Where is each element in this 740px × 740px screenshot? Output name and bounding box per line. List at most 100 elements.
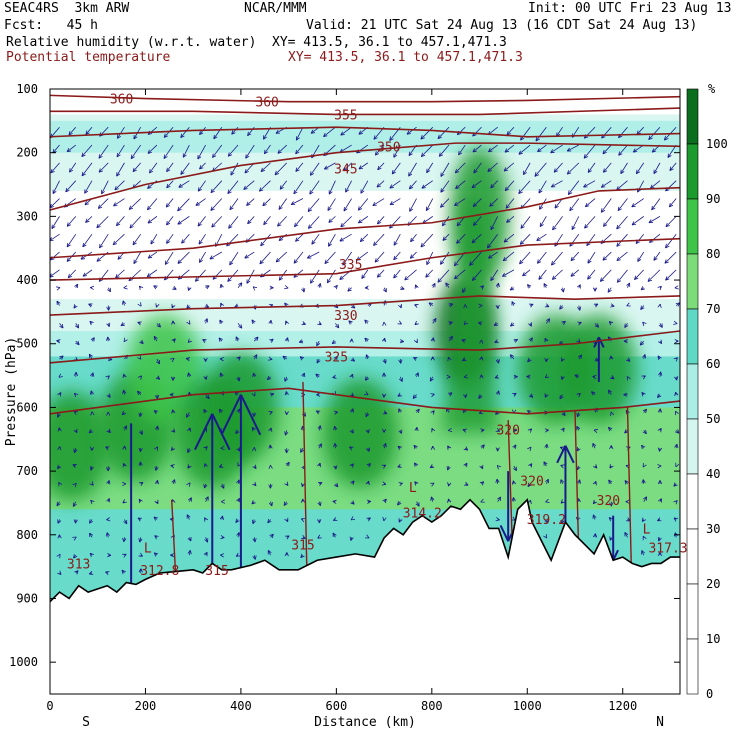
wind-vector-head <box>153 285 157 290</box>
wind-vector-head <box>600 183 604 188</box>
field2-xy: XY= 413.5, 36.1 to 457.1,471.3 <box>288 50 523 65</box>
wind-vector-head <box>317 283 321 287</box>
wind-vector <box>130 144 142 159</box>
wind-vector-head <box>570 275 575 277</box>
wind-vector-head <box>653 256 655 261</box>
wind-vector-head <box>252 520 256 525</box>
wind-vector-head <box>210 206 213 211</box>
wind-vector-head <box>122 445 126 450</box>
wind-vector-head <box>577 413 581 418</box>
wind-vector-head <box>199 165 202 170</box>
wind-vector-head <box>368 429 370 434</box>
wind-vector-head <box>81 171 84 176</box>
wind-vector-head <box>471 276 474 281</box>
wind-vector-head <box>90 411 93 416</box>
wind-vector-head <box>609 464 611 469</box>
wind-vector <box>360 180 369 194</box>
wind-vector-head <box>657 341 662 344</box>
wind-vector-head <box>58 376 63 378</box>
wind-vector-head <box>268 464 271 469</box>
wind-vector-head <box>673 517 678 520</box>
wind-vector-head <box>408 184 411 190</box>
wind-vector-head <box>602 258 607 261</box>
wind-vector-head <box>235 518 237 523</box>
wind-vector-head <box>130 154 133 159</box>
wind-vector-head <box>420 135 423 140</box>
wind-vector <box>340 216 352 228</box>
wind-vector <box>571 216 580 230</box>
wind-vector-head <box>609 502 612 507</box>
wind-vector-head <box>674 431 680 434</box>
wind-vector-head <box>608 517 611 522</box>
wind-vector <box>488 144 498 153</box>
wind-vector-head <box>480 444 485 447</box>
wind-vector-head <box>406 130 410 135</box>
wind-vector-head <box>607 288 610 293</box>
wind-vector-head <box>463 376 469 379</box>
wind-vector-head <box>105 446 109 451</box>
wind-vector-head <box>350 537 354 541</box>
wind-vector <box>445 282 450 288</box>
wind-vector-head <box>465 393 468 398</box>
wind-vector <box>199 251 206 263</box>
wind-vector-head <box>177 259 180 264</box>
wind-vector-head <box>139 285 144 289</box>
wind-vector-head <box>527 446 532 450</box>
wind-vector-head <box>421 187 426 189</box>
wind-vector-head <box>632 148 636 153</box>
wind-vector-head <box>657 464 662 467</box>
wind-vector-head <box>269 411 273 415</box>
wind-vector-head <box>448 427 452 431</box>
wind-vector-head <box>349 463 354 466</box>
wind-vector-head <box>172 376 176 381</box>
wind-vector-head <box>487 167 490 172</box>
wind-vector-head <box>592 287 596 292</box>
colorbar-segment <box>686 418 699 475</box>
wind-vector-head <box>623 339 628 342</box>
wind-vector <box>278 198 288 210</box>
wind-vector-head <box>587 277 592 280</box>
wind-vector-head <box>348 320 351 325</box>
theta-contour-360 <box>50 94 680 103</box>
wind-vector-head <box>258 187 262 192</box>
wind-vector-head <box>642 479 646 484</box>
wind-vector-head <box>204 463 208 467</box>
wind-vector-head <box>356 151 361 154</box>
wind-vector-head <box>268 484 271 489</box>
wind-vector-head <box>425 273 428 278</box>
wind-vector <box>212 162 223 172</box>
wind-vector-head <box>536 259 539 264</box>
wind-vector-head <box>56 339 61 342</box>
wind-vector-head <box>235 520 240 524</box>
wind-vector-head <box>497 304 500 309</box>
wind-vector <box>587 269 596 280</box>
wind-vector-head <box>377 220 379 225</box>
wind-vector-head <box>496 427 501 432</box>
wind-vector-head <box>247 133 252 137</box>
wind-vector <box>275 251 288 263</box>
wind-vector <box>342 251 352 266</box>
wind-vector-head <box>73 555 78 559</box>
colorbar-segment <box>686 143 699 200</box>
wind-vector-head <box>236 377 240 382</box>
strong-vector-head <box>597 336 605 348</box>
wind-vector <box>228 216 239 229</box>
wind-vector-head <box>171 409 174 414</box>
wind-vector <box>311 233 320 245</box>
wind-vector-head <box>665 276 668 281</box>
wind-vector-head <box>349 536 352 541</box>
wind-vector-head <box>122 537 125 542</box>
wind-vector-head <box>544 394 549 398</box>
wind-vector-head <box>171 376 174 381</box>
wind-vector-head <box>471 186 476 189</box>
wind-vector-head <box>307 207 310 212</box>
wind-vector-head <box>285 391 289 395</box>
wind-vector-head <box>676 443 679 449</box>
wind-vector-head <box>252 466 257 469</box>
wind-vector-head <box>480 428 485 431</box>
wind-vector-head <box>269 287 274 290</box>
wind-vector-head <box>334 484 339 488</box>
wind-vector-head <box>66 259 71 262</box>
wind-vector-head <box>677 302 680 307</box>
wind-vector-head <box>279 277 283 281</box>
